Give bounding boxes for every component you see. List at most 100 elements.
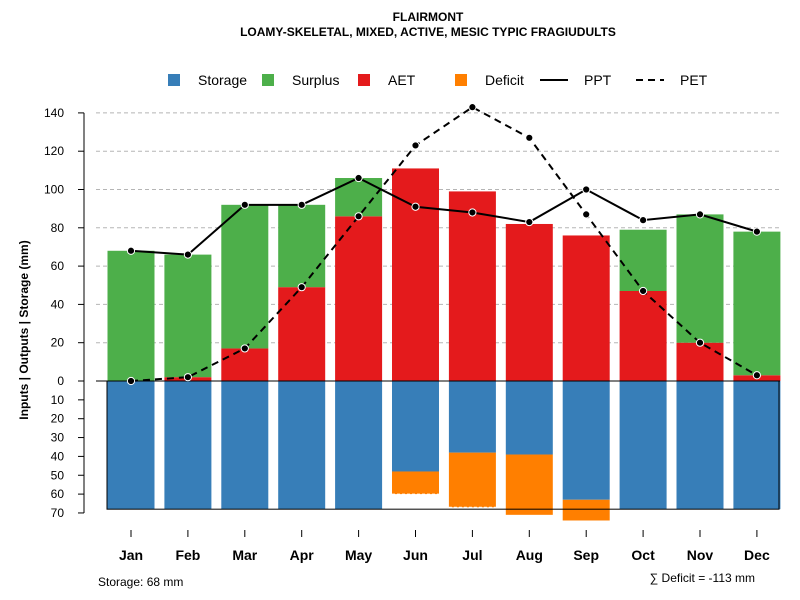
- ppt-point: [468, 208, 477, 217]
- deficit-note: ∑ Deficit = -113 mm: [650, 571, 755, 585]
- y-tick-label: 40: [51, 297, 65, 311]
- ppt-point: [411, 202, 420, 211]
- ppt-line: [130, 176, 758, 256]
- surplus-legend-swatch: [262, 74, 274, 86]
- pet-point: [639, 286, 648, 296]
- y-tick-label: 20: [51, 412, 65, 426]
- y-tick-label: 10: [51, 393, 65, 407]
- x-tick-label: Apr: [290, 547, 315, 563]
- pet-point: [126, 376, 136, 386]
- y-tick-label: 70: [51, 506, 65, 520]
- x-tick-label: Jan: [119, 547, 143, 563]
- storage-bar: [335, 381, 383, 510]
- pet-legend-label: PET: [680, 72, 708, 88]
- storage-bar: [221, 381, 269, 510]
- aet-legend-swatch: [358, 74, 370, 86]
- y-tick-label: 60: [51, 487, 65, 501]
- surplus-bar: [107, 250, 155, 381]
- aet-bar: [392, 168, 439, 381]
- storage-bar: [278, 381, 326, 510]
- aet-bar: [335, 216, 383, 381]
- storage-bar: [676, 381, 724, 510]
- storage-bar: [733, 381, 781, 510]
- y-tick-label: 80: [51, 221, 65, 235]
- pet-point: [240, 344, 249, 353]
- surplus-bar: [221, 204, 269, 349]
- y-tick-label: 40: [51, 449, 65, 463]
- ppt-point: [354, 173, 363, 183]
- pet-point: [752, 371, 762, 380]
- ppt-legend-label: PPT: [584, 72, 612, 88]
- y-tick-label: 100: [44, 183, 64, 197]
- x-tick-label: Oct: [631, 547, 655, 563]
- deficit-bar: [448, 452, 496, 508]
- ppt-point: [582, 185, 591, 194]
- surplus-bar: [676, 214, 724, 343]
- aet-bar: [505, 223, 553, 381]
- axes: 0 20 40 60 80 100 120 140 10 20 30 40 50 60 70 Jan Feb Ma…: [44, 106, 770, 563]
- deficit-bar: [562, 499, 610, 521]
- series-lines: [126, 103, 762, 386]
- surplus-bar: [278, 204, 326, 288]
- deficit-legend-swatch: [455, 74, 467, 86]
- surplus-legend-label: Surplus: [292, 72, 339, 88]
- ppt-point: [183, 250, 192, 259]
- ppt-point: [639, 216, 648, 225]
- bars: [96, 168, 781, 521]
- aet-bar: [278, 287, 326, 381]
- storage-legend-swatch: [168, 74, 180, 86]
- y-tick-label: 50: [51, 468, 65, 482]
- storage-bar: [448, 381, 496, 453]
- storage-bar: [562, 381, 610, 500]
- aet-legend-label: AET: [388, 72, 416, 88]
- storage-note: Storage: 68 mm: [98, 575, 183, 589]
- chart-title: FLAIRMONT: [393, 10, 464, 24]
- surplus-bar: [335, 178, 383, 217]
- aet-bar: [619, 290, 667, 381]
- pet-line: [130, 105, 758, 382]
- y-tick-label: 60: [51, 259, 65, 273]
- storage-bar: [505, 381, 553, 455]
- ppt-point: [297, 200, 306, 209]
- surplus-bar: [733, 231, 781, 376]
- x-tick-label: Dec: [744, 547, 770, 563]
- pet-point: [525, 133, 534, 142]
- pet-point: [411, 141, 420, 150]
- deficit-legend-label: Deficit: [485, 72, 524, 88]
- x-tick-label: Mar: [232, 547, 257, 563]
- x-tick-label: Jul: [462, 547, 482, 563]
- storage-legend-label: Storage: [198, 72, 247, 88]
- storage-bar: [164, 381, 212, 510]
- x-tick-label: Aug: [516, 547, 543, 563]
- pet-point: [354, 212, 363, 221]
- pet-point: [297, 283, 306, 292]
- aet-bar: [448, 191, 496, 381]
- ppt-point: [695, 210, 705, 219]
- pet-point: [468, 103, 477, 112]
- y-tick-label: 120: [44, 144, 64, 158]
- pet-point: [183, 373, 192, 382]
- aet-bar: [221, 348, 269, 381]
- pet-point: [695, 338, 705, 347]
- y-tick-label: 20: [51, 336, 65, 350]
- surplus-bar: [164, 254, 212, 378]
- surplus-bar: [619, 229, 667, 291]
- legend: Storage Surplus AET Deficit PPT PET: [168, 72, 708, 88]
- y-tick-label: 30: [51, 431, 65, 445]
- storage-bar: [107, 381, 155, 510]
- y-tick-label: 140: [44, 106, 64, 120]
- aet-bar: [676, 342, 724, 381]
- ppt-point: [752, 227, 762, 236]
- x-tick-label: Nov: [687, 547, 714, 563]
- pet-point: [582, 210, 591, 219]
- x-tick-label: Sep: [573, 547, 599, 563]
- ppt-point: [525, 217, 534, 227]
- ppt-point: [126, 246, 136, 255]
- deficit-bar: [505, 454, 553, 515]
- x-tick-label: Jun: [403, 547, 428, 563]
- aet-bar: [562, 235, 610, 381]
- y-axis-label: Inputs | Outputs | Storage (mm): [17, 240, 31, 419]
- x-tick-label: Feb: [175, 547, 200, 563]
- x-tick-label: May: [345, 547, 372, 563]
